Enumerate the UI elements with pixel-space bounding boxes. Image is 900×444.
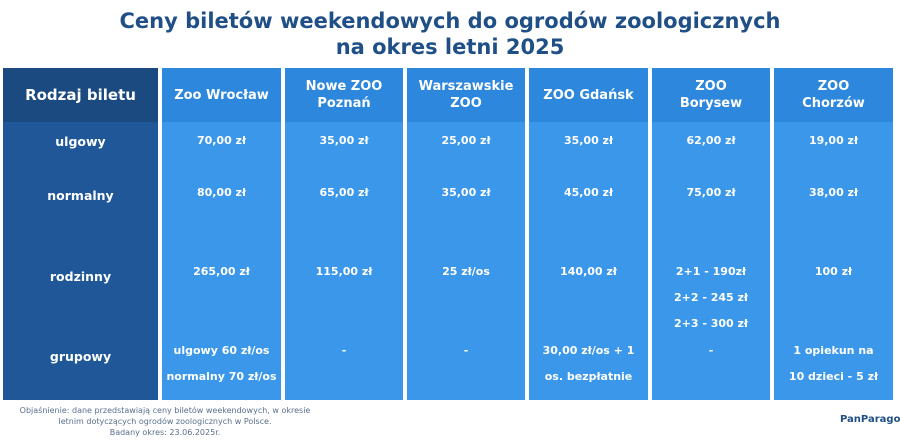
header-text: Zoo Wrocław: [174, 87, 269, 103]
cell: 1 opiekun na 10 dzieci - 5 zł: [774, 338, 893, 390]
footnote: Objaśnienie: dane przedstawiają ceny bil…: [0, 405, 330, 438]
cell-text: -: [463, 344, 469, 357]
cell-text: 75,00 zł: [686, 186, 736, 199]
cell: 25,00 zł: [407, 128, 525, 154]
cell-text: 25 zł/os: [442, 265, 490, 278]
cell-text: 265,00 zł: [193, 265, 250, 278]
cell-text: 62,00 zł: [686, 134, 736, 147]
header-cell: ZOO Chorzów: [774, 68, 893, 122]
header-text: Poznań: [317, 96, 371, 111]
title-line: na okres letni 2025: [335, 35, 565, 59]
brand: PanParagon: [840, 414, 900, 425]
header-text: ZOO: [450, 96, 482, 111]
cell-text: 100 zł: [814, 265, 853, 278]
column-bg: [652, 68, 770, 400]
header-text: ZOO: [695, 79, 727, 94]
cell: 100 zł: [774, 259, 893, 285]
header-cell: ZOO Gdańsk: [529, 68, 648, 122]
header-text: Warszawskie: [418, 79, 514, 94]
cell: 35,00 zł: [529, 128, 648, 154]
row-label: rodzinny: [49, 269, 112, 284]
row-label: ulgowy: [55, 134, 106, 149]
cell-text: 65,00 zł: [319, 186, 369, 199]
cell: -: [652, 338, 770, 364]
cell: 25 zł/os: [407, 259, 525, 285]
column-bg: [3, 68, 158, 400]
cell: 35,00 zł: [285, 128, 403, 154]
cell-text: 10 dzieci - 5 zł: [788, 370, 879, 383]
title-line: Ceny biletów weekendowych do ogrodów zoo…: [119, 9, 781, 33]
header-text: ZOO: [817, 79, 850, 94]
cell-text: 35,00 zł: [563, 134, 614, 147]
header-cell: ZOO Borysew: [652, 68, 770, 122]
cell-text: -: [341, 344, 347, 357]
column-bg: [529, 68, 648, 400]
header-cell: Rodzaj biletu: [3, 68, 158, 122]
column-bg: [774, 68, 893, 400]
cell-text: ulgowy 60 zł/os: [173, 344, 270, 357]
cell: -: [407, 338, 525, 364]
cell-text: 35,00 zł: [319, 134, 369, 147]
cell: 140,00 zł: [529, 259, 648, 285]
row-label: grupowy: [49, 349, 112, 364]
cell-text: 38,00 zł: [808, 186, 859, 199]
cell: 115,00 zł: [285, 259, 403, 285]
header-text: Borysew: [679, 96, 743, 111]
cell-text: 25,00 zł: [441, 134, 491, 147]
header-text: Nowe ZOO: [305, 79, 383, 94]
cell: 2+1 - 190zł 2+2 - 245 zł 2+3 - 300 zł: [652, 259, 770, 337]
footnote-line: Badany okres: 23.06.2025r.: [109, 428, 221, 437]
cell: 62,00 zł: [652, 128, 770, 154]
column-bg: [407, 68, 525, 400]
cell-text: 140,00 zł: [560, 265, 617, 278]
cell-text: 1 opiekun na: [793, 344, 874, 357]
cell-text: -: [708, 344, 714, 357]
cell-text: 45,00 zł: [563, 186, 614, 199]
row-label: normalny: [47, 188, 114, 203]
column-bg: [162, 68, 281, 400]
cell-text: 30,00 zł/os + 1: [542, 344, 635, 357]
cell: 35,00 zł: [407, 180, 525, 206]
cell: 30,00 zł/os + 1 os. bezpłatnie: [529, 338, 648, 390]
cell-text: 35,00 zł: [441, 186, 491, 199]
cell-text: os. bezpłatnie: [544, 370, 633, 383]
header-cell: Zoo Wrocław: [162, 68, 281, 122]
cell-text: 115,00 zł: [315, 265, 373, 278]
cell: 45,00 zł: [529, 180, 648, 206]
cell: 65,00 zł: [285, 180, 403, 206]
cell: -: [285, 338, 403, 364]
cell-text: 2+2 - 245 zł: [673, 291, 749, 304]
header-cell: Nowe ZOO Poznań: [285, 68, 403, 122]
footnote-line: Objaśnienie: dane przedstawiają ceny bil…: [19, 406, 311, 415]
cell: 19,00 zł: [774, 128, 893, 154]
header-text: ZOO Gdańsk: [543, 87, 634, 103]
cell: ulgowy 60 zł/os normalny 70 zł/os: [162, 338, 281, 390]
cell: 75,00 zł: [652, 180, 770, 206]
cell-text: 2+1 - 190zł: [675, 265, 747, 278]
header-text: Chorzów: [802, 96, 865, 111]
cell-text: 2+3 - 300 zł: [673, 317, 749, 330]
cell-text: 80,00 zł: [196, 186, 247, 199]
cell: 70,00 zł: [162, 128, 281, 154]
cell: 265,00 zł: [162, 259, 281, 285]
cell-text: normalny 70 zł/os: [166, 370, 277, 383]
cell: 38,00 zł: [774, 180, 893, 206]
header-text: Rodzaj biletu: [25, 85, 136, 104]
cell-text: 70,00 zł: [196, 134, 247, 147]
header-cell: Warszawskie ZOO: [407, 68, 525, 122]
cell-text: 19,00 zł: [808, 134, 859, 147]
footnote-line: letnim dotyczących ogrodów zoologicznych…: [58, 417, 272, 426]
cell: 80,00 zł: [162, 180, 281, 206]
column-bg: [285, 68, 403, 400]
